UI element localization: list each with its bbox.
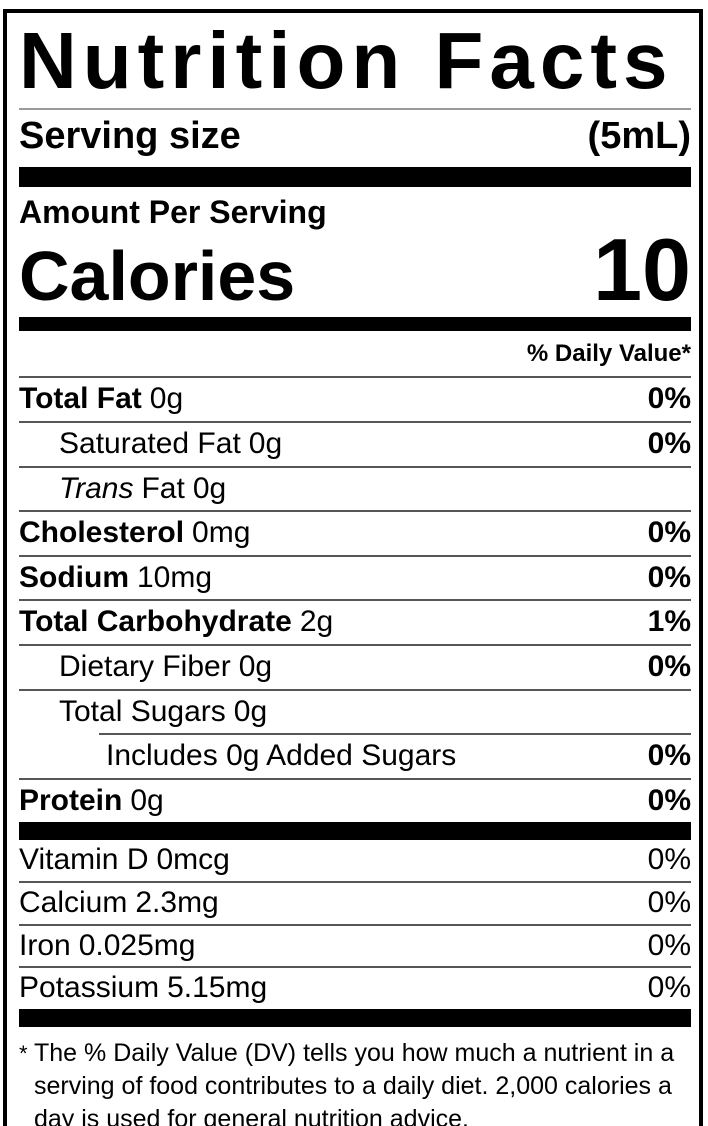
section-bar-footnote: [19, 1008, 691, 1027]
nutrient-dv: 0%: [647, 739, 691, 773]
serving-size-label: Serving size: [19, 115, 241, 158]
nutrient-row-total-fat: Total Fat 0g 0%: [19, 376, 691, 421]
vitamin-dv: 0%: [647, 971, 691, 1005]
nutrient-name-text: Fat: [141, 471, 185, 505]
vitamin-dv: 0%: [647, 928, 691, 962]
section-bar-vitamins: [19, 822, 691, 841]
footnote-asterisk: *: [19, 1040, 28, 1066]
vitamin-dv: 0%: [647, 843, 691, 877]
nutrient-row-total-carbohydrate: Total Carbohydrate 2g 1%: [19, 599, 691, 644]
nutrient-row-dietary-fiber: Dietary Fiber 0g 0%: [19, 643, 691, 689]
nutrition-facts-label: Nutrition Facts Serving size (5mL) Amoun…: [3, 9, 703, 1126]
vitamin-amount: 2.3mg: [135, 885, 219, 919]
nutrient-row-saturated-fat: Saturated Fat 0g 0%: [19, 420, 691, 466]
section-bar-calories: [19, 317, 691, 332]
nutrient-row-total-sugars: Total Sugars 0g: [19, 688, 691, 734]
nutrient-amount: 0g: [149, 382, 184, 416]
nutrient-row-trans-fat: Trans Fat 0g: [19, 465, 691, 511]
nutrient-dv: 0%: [647, 382, 691, 416]
nutrient-dv: 0%: [647, 426, 691, 460]
daily-value-header: % Daily Value*: [526, 340, 691, 368]
nutrient-amount: 0g: [192, 471, 227, 505]
nutrient-name-text: Dietary Fiber: [59, 649, 231, 683]
vitamin-name: Calcium 2.3mg: [19, 886, 219, 920]
vitamin-name: Iron 0.025mg: [19, 929, 195, 963]
vitamin-row-calcium: Calcium 2.3mg 0%: [19, 880, 691, 924]
nutrient-name-italic: Trans: [59, 471, 134, 505]
nutrient-name: Cholesterol 0mg: [19, 516, 250, 550]
vitamin-row-vitamin-d: Vitamin D 0mcg 0%: [19, 840, 691, 881]
vitamin-amount: 5.15mg: [167, 971, 268, 1005]
vitamin-name-text: Potassium: [19, 971, 160, 1005]
footnote: * The % Daily Value (DV) tells you how m…: [19, 1027, 691, 1126]
calories-value: 10: [593, 220, 691, 320]
nutrient-row-cholesterol: Cholesterol 0mg 0%: [19, 510, 691, 555]
nutrient-name-text: Total Sugars: [59, 694, 226, 728]
vitamin-dv: 0%: [647, 885, 691, 919]
nutrient-name: Includes 0g Added Sugars: [19, 739, 456, 773]
nutrient-name-text: Sodium: [19, 560, 129, 594]
nutrient-name: Sodium 10mg: [19, 561, 212, 595]
nutrient-name-text: Protein: [19, 783, 123, 817]
nutrient-name-text: Total Fat: [19, 382, 142, 416]
nutrient-row-sodium: Sodium 10mg 0%: [19, 554, 691, 600]
calories-row: Calories 10: [19, 220, 691, 320]
vitamin-amount: 0.025mg: [78, 928, 196, 962]
footnote-text: The % Daily Value (DV) tells you how muc…: [34, 1038, 675, 1126]
title-divider: [19, 108, 691, 111]
added-sugars-divider: [99, 733, 691, 736]
nutrient-name-text: Total Carbohydrate: [19, 605, 292, 639]
vitamin-name: Vitamin D 0mcg: [19, 843, 230, 877]
nutrient-amount: 0g: [248, 426, 283, 460]
nutrient-amount: 2g: [299, 605, 334, 639]
calories-label: Calories: [19, 237, 296, 316]
vitamin-name-text: Iron: [19, 928, 71, 962]
nutrient-dv: 1%: [647, 605, 691, 639]
nutrient-dv: 0%: [647, 783, 691, 817]
serving-size-row: Serving size (5mL): [19, 110, 691, 167]
vitamin-name: Potassium 5.15mg: [19, 971, 267, 1005]
nutrient-name: Protein 0g: [19, 784, 164, 818]
nutrient-amount: 0g: [130, 783, 164, 817]
vitamin-row-potassium: Potassium 5.15mg 0%: [19, 966, 691, 1009]
vitamin-row-iron: Iron 0.025mg 0%: [19, 923, 691, 967]
nutrient-name: Trans Fat 0g: [19, 472, 226, 506]
nutrient-name: Total Sugars 0g: [19, 695, 267, 729]
nutrient-name: Dietary Fiber 0g: [19, 650, 272, 684]
vitamin-name-text: Vitamin D: [19, 843, 149, 877]
nutrient-name-text: Cholesterol: [19, 516, 185, 550]
nutrient-row-protein: Protein 0g 0%: [19, 777, 691, 823]
nutrient-name-text: Saturated Fat: [59, 426, 241, 460]
nutrient-row-added-sugars: Includes 0g Added Sugars 0%: [19, 735, 691, 778]
nutrient-name-text: Includes 0g Added Sugars: [106, 739, 457, 773]
nutrient-amount: 10mg: [137, 560, 213, 594]
nutrient-name: Total Carbohydrate 2g: [19, 605, 333, 639]
nutrient-dv: 0%: [647, 649, 691, 683]
label-title: Nutrition Facts: [19, 16, 674, 105]
nutrient-name: Total Fat 0g: [19, 382, 183, 416]
vitamin-name-text: Calcium: [19, 885, 128, 919]
serving-size-value: (5mL): [587, 115, 691, 158]
vitamin-amount: 0mcg: [156, 843, 230, 877]
nutrient-amount: 0mg: [192, 516, 251, 550]
amount-per-serving-label: Amount Per Serving: [19, 194, 327, 231]
nutrient-amount: 0g: [233, 694, 268, 728]
nutrient-dv: 0%: [647, 560, 691, 594]
nutrient-dv: 0%: [647, 516, 691, 550]
section-bar-serving: [19, 167, 691, 188]
nutrient-name: Saturated Fat 0g: [19, 427, 282, 461]
nutrient-amount: 0g: [238, 649, 273, 683]
